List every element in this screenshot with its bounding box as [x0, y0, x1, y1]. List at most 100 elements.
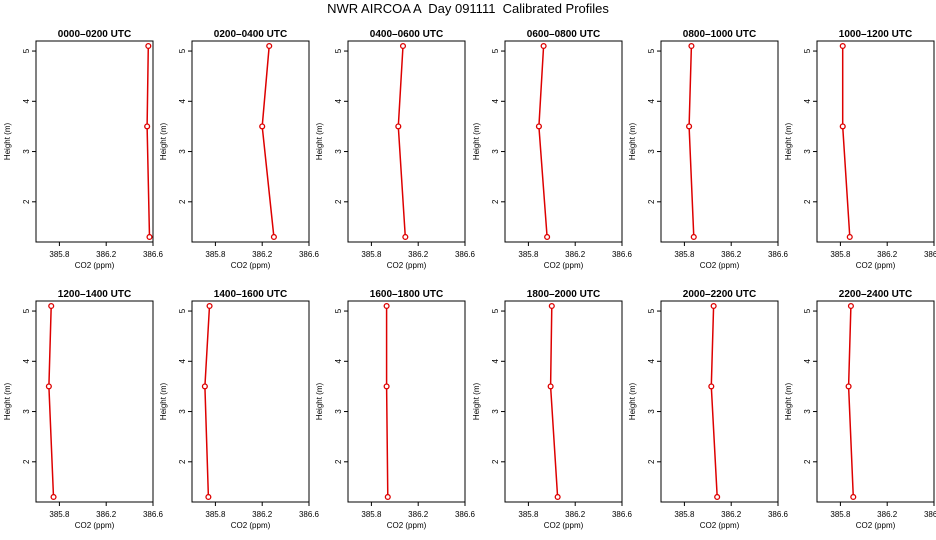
x-axis-label: CO2 (ppm) [75, 261, 115, 270]
y-tick-label: 3 [491, 149, 500, 154]
data-point [535, 123, 542, 130]
profile-panel: 0200–0400 UTC 385.8 386.2 386.6 2 3 4 5 CO2 (ppm… [159, 29, 320, 270]
y-tick-label: 2 [803, 199, 812, 204]
y-tick-label: 4 [491, 359, 500, 364]
panel-title: 0400–0600 UTC [370, 29, 443, 40]
x-axis-label: CO2 (ppm) [231, 521, 271, 530]
data-point [45, 383, 52, 390]
x-tick-label: 386.2 [96, 510, 117, 519]
y-tick-label: 3 [178, 409, 187, 414]
series-line [549, 305, 559, 498]
y-tick-label: 2 [178, 199, 187, 204]
y-axis-label: Height (m) [472, 122, 481, 160]
y-tick-label: 2 [491, 459, 500, 464]
panel-title: 0000–0200 UTC [58, 29, 131, 40]
series-line [204, 305, 211, 498]
data-point [50, 493, 57, 501]
x-tick-label: 385.8 [830, 250, 851, 259]
data-point [847, 302, 854, 310]
y-tick-label: 4 [22, 359, 31, 364]
data-point [383, 302, 390, 310]
data-point [850, 493, 857, 501]
y-tick-label: 5 [647, 308, 656, 313]
data-point [547, 383, 554, 390]
plot-frame [660, 300, 779, 503]
data-point [266, 42, 273, 50]
profile-panel: 1600–1800 UTC 385.8 386.2 386.6 2 3 4 5 CO2 (ppm… [315, 289, 476, 530]
data-point [554, 493, 561, 501]
x-axis-label: CO2 (ppm) [856, 521, 896, 530]
profile-panel: 1800–2000 UTC 385.8 386.2 386.6 2 3 4 5 CO2 (ppm… [472, 289, 633, 530]
y-tick-label: 2 [647, 459, 656, 464]
profile-panel: 0400–0600 UTC 385.8 386.2 386.6 2 3 4 5 CO2 (ppm… [315, 29, 476, 270]
data-point [688, 42, 695, 50]
data-point [206, 302, 213, 310]
y-tick-label: 4 [803, 359, 812, 364]
series-line [841, 46, 851, 238]
plot-frame [504, 300, 623, 503]
x-tick-label: 386.6 [612, 250, 633, 259]
data-point [540, 42, 547, 50]
x-tick-label: 386.2 [877, 250, 898, 259]
data-point [839, 42, 846, 50]
x-tick-label: 385.8 [49, 250, 70, 259]
plot-frame [191, 300, 310, 503]
y-tick-label: 5 [803, 48, 812, 53]
x-tick-label: 385.8 [518, 510, 539, 519]
x-tick-label: 386.6 [768, 510, 789, 519]
y-axis-label: Height (m) [472, 382, 481, 420]
profile-panel: 1400–1600 UTC 385.8 386.2 386.6 2 3 4 5 CO2 (ppm… [159, 289, 320, 530]
x-axis-label: CO2 (ppm) [856, 261, 896, 270]
y-tick-label: 5 [334, 48, 343, 53]
data-point [399, 42, 407, 50]
x-axis-label: CO2 (ppm) [544, 261, 584, 270]
y-tick-label: 4 [22, 99, 31, 104]
x-tick-label: 386.2 [877, 510, 898, 519]
x-tick-label: 385.8 [830, 510, 851, 519]
x-axis-label: CO2 (ppm) [700, 521, 740, 530]
y-tick-label: 3 [803, 149, 812, 154]
y-axis-label: Height (m) [159, 382, 168, 420]
x-tick-label: 385.8 [674, 250, 695, 259]
x-tick-label: 386.2 [96, 250, 117, 259]
y-tick-label: 3 [22, 409, 31, 414]
series-line [688, 45, 695, 238]
x-tick-label: 385.8 [361, 250, 382, 259]
y-tick-label: 4 [334, 359, 343, 364]
y-axis-label: Height (m) [784, 122, 793, 160]
plot-frame [347, 40, 466, 243]
y-tick-label: 3 [334, 409, 343, 414]
y-tick-label: 3 [491, 409, 500, 414]
y-axis-label: Height (m) [3, 382, 12, 420]
x-tick-label: 385.8 [205, 510, 226, 519]
data-point [708, 383, 715, 390]
data-point [48, 302, 55, 310]
profile-panel: 1200–1400 UTC 385.8 386.2 386.6 2 3 4 5 CO2 (ppm… [3, 289, 164, 530]
panel-title: 1600–1800 UTC [370, 289, 443, 300]
x-tick-label: 386.6 [455, 510, 476, 519]
x-tick-label: 386.2 [408, 250, 429, 259]
data-point [383, 383, 390, 390]
series-line [48, 305, 55, 498]
y-tick-label: 5 [491, 308, 500, 313]
x-tick-label: 385.8 [674, 510, 695, 519]
y-axis-label: Height (m) [159, 122, 168, 160]
x-tick-label: 386.6 [924, 510, 936, 519]
panel-title: 1000–1200 UTC [839, 29, 912, 40]
x-axis-label: CO2 (ppm) [544, 521, 584, 530]
plot-frame [35, 300, 154, 503]
plot-frame [660, 40, 779, 243]
profile-panel: 0600–0800 UTC 385.8 386.2 386.6 2 3 4 5 CO2 (ppm… [472, 29, 633, 270]
x-axis-label: CO2 (ppm) [387, 521, 427, 530]
y-tick-label: 3 [647, 409, 656, 414]
series-line [397, 45, 407, 238]
y-tick-label: 3 [178, 149, 187, 154]
y-axis-label: Height (m) [628, 122, 637, 160]
data-point [845, 383, 852, 390]
data-point [395, 123, 402, 130]
panel-title: 0800–1000 UTC [683, 29, 756, 40]
x-tick-label: 386.6 [299, 250, 320, 259]
data-point [205, 493, 212, 501]
x-tick-label: 386.6 [768, 250, 789, 259]
